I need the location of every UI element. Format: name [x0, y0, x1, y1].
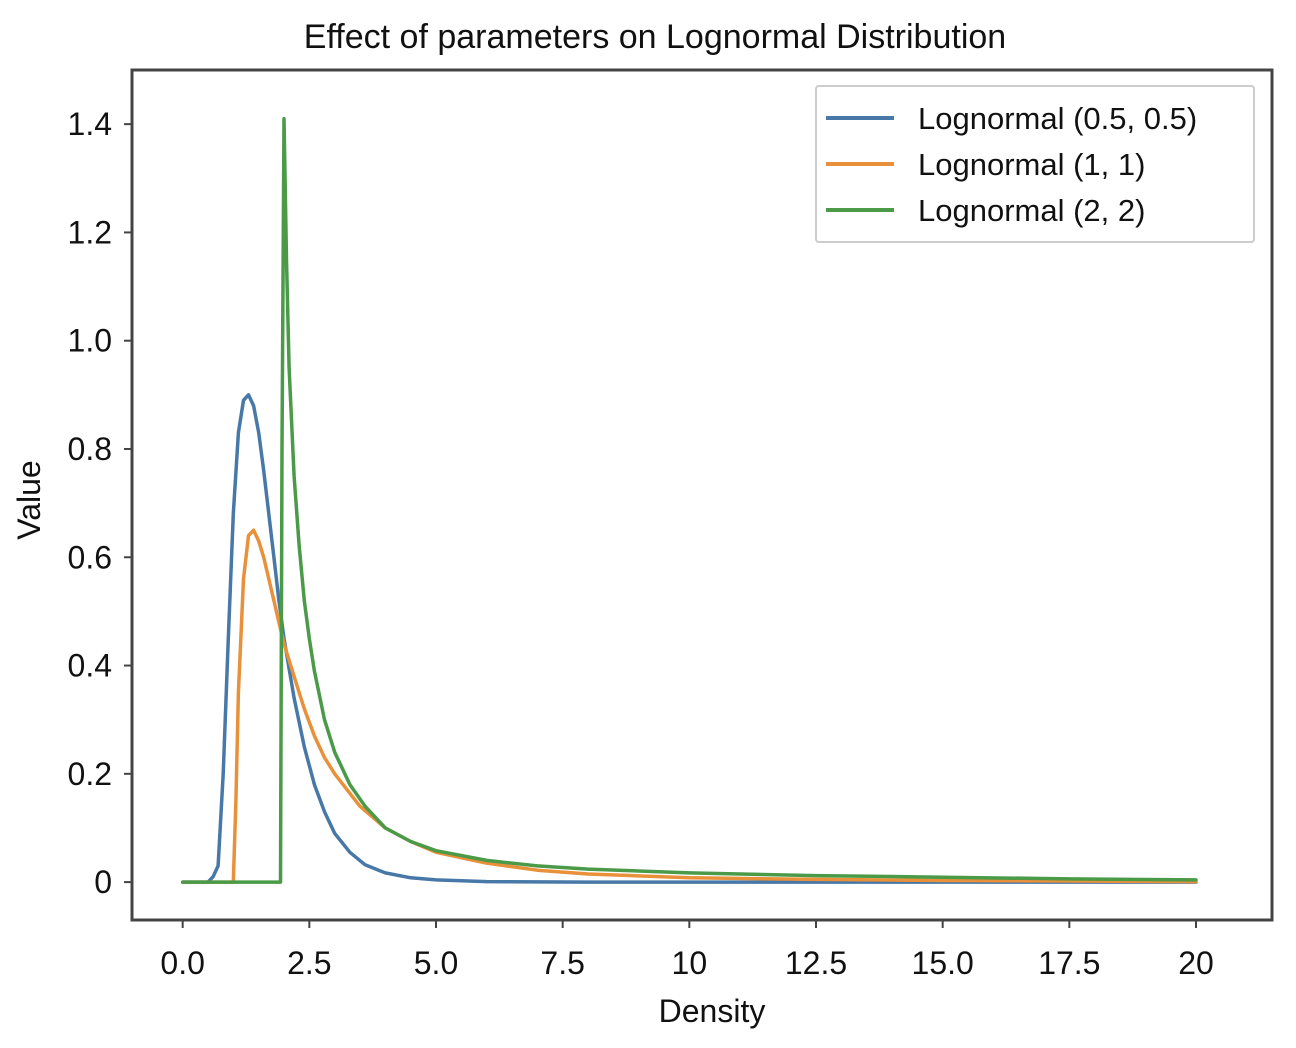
series-line-2: [180, 528, 1198, 884]
legend-box: [815, 85, 1255, 243]
x-tick-label: 7.5: [540, 945, 584, 981]
legend-label-2: Lognormal (1, 1): [918, 147, 1145, 182]
x-tick-label: 5.0: [414, 945, 458, 981]
y-axis-ticks: 0 0.2 0.4 0.6 0.8 1.0 1.2 1.4: [68, 106, 132, 900]
y-tick-label: 0.4: [68, 648, 112, 684]
legend-label-3: Lognormal (2, 2): [918, 193, 1145, 228]
y-tick-label: 0.2: [68, 756, 112, 792]
y-tick-label: 1.0: [68, 323, 112, 359]
x-tick-label: 10: [672, 945, 708, 981]
y-tick-label: 1.4: [68, 106, 112, 142]
x-tick-label: 0.0: [160, 945, 204, 981]
x-tick-label: 2.5: [287, 945, 331, 981]
y-tick-label: 0.8: [68, 431, 112, 467]
chart-title: Effect of parameters on Lognormal Distri…: [304, 18, 1006, 56]
x-axis-ticks: 0.0 2.5 5.0 7.5 10 12.5 15.0 17.5 20: [160, 920, 1214, 981]
legend: Lognormal (0.5, 0.5) Lognormal (1, 1) Logn…: [815, 85, 1255, 243]
x-axis-label: Density: [659, 993, 766, 1029]
y-tick-label: 1.2: [68, 214, 112, 250]
legend-label-1: Lognormal (0.5, 0.5): [918, 101, 1197, 136]
x-tick-label: 12.5: [785, 945, 847, 981]
y-tick-label: 0: [94, 864, 112, 900]
x-tick-label: 20: [1178, 945, 1214, 981]
series-line-3: [180, 116, 1198, 884]
y-tick-label: 0.6: [68, 539, 112, 575]
series-layer: [180, 116, 1198, 884]
series-line-1: [180, 393, 1198, 884]
x-tick-label: 15.0: [912, 945, 974, 981]
y-axis-label: Value: [11, 460, 47, 539]
x-tick-label: 17.5: [1038, 945, 1100, 981]
